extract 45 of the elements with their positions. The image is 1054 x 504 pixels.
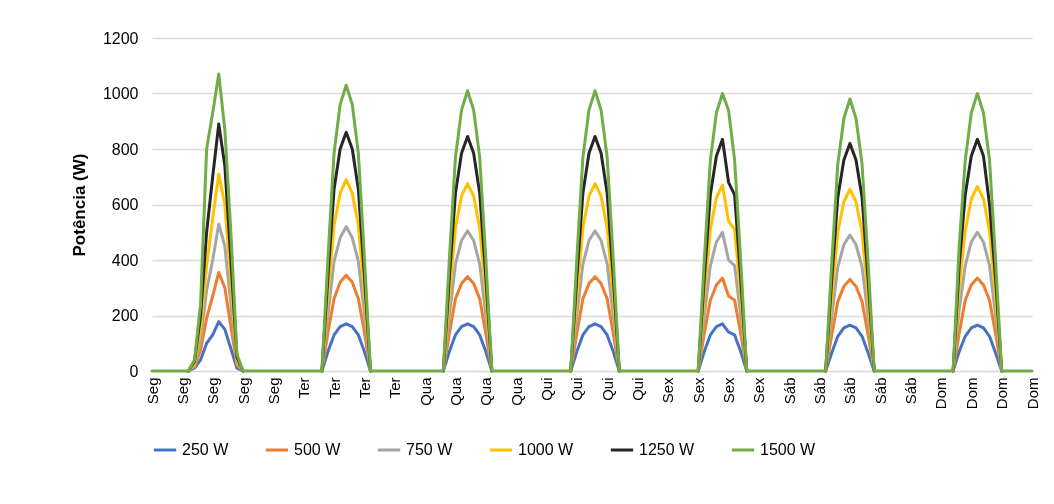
legend-label: 250 W bbox=[182, 441, 230, 458]
x-tick-label: Qui bbox=[537, 377, 555, 401]
x-tick-label: Qua bbox=[416, 376, 434, 406]
x-tick-label: Sáb bbox=[902, 377, 920, 405]
x-tick-label: Qua bbox=[507, 376, 525, 406]
x-tick-label: Dom bbox=[1023, 377, 1041, 410]
x-tick-label: Dom bbox=[993, 377, 1011, 410]
x-tick-label: Sáb bbox=[841, 377, 859, 405]
y-tick-label: 1200 bbox=[102, 29, 139, 47]
legend-label: 1000 W bbox=[518, 441, 575, 458]
x-tick-label: Seg bbox=[173, 377, 191, 405]
x-tick-label: Sex bbox=[720, 377, 738, 404]
x-tick-label: Sáb bbox=[871, 377, 889, 405]
x-tick-label: Sex bbox=[750, 377, 768, 404]
x-tick-label: Qui bbox=[629, 377, 647, 401]
y-axis-title: Potência (W) bbox=[69, 153, 89, 257]
x-tick-label: Seg bbox=[143, 377, 161, 405]
x-tick-label: Qui bbox=[598, 377, 616, 401]
x-tick-label: Qua bbox=[446, 376, 464, 406]
x-tick-label: Dom bbox=[932, 377, 950, 410]
x-tick-label: Seg bbox=[264, 377, 282, 405]
x-tick-label: Seg bbox=[234, 377, 252, 405]
y-tick-label: 400 bbox=[111, 251, 139, 269]
x-tick-label: Sáb bbox=[811, 377, 829, 405]
x-tick-label: Ter bbox=[386, 377, 404, 399]
x-tick-label: Ter bbox=[325, 377, 343, 399]
x-tick-label: Sex bbox=[689, 377, 707, 404]
y-tick-label: 0 bbox=[129, 362, 139, 380]
x-tick-label: Seg bbox=[204, 377, 222, 405]
y-tick-label: 800 bbox=[111, 140, 139, 158]
x-tick-label: Sex bbox=[659, 377, 677, 404]
x-tick-label: Qui bbox=[568, 377, 586, 401]
legend-label: 1500 W bbox=[760, 441, 817, 458]
y-tick-label: 1000 bbox=[102, 85, 139, 102]
x-tick-label: Qua bbox=[477, 376, 495, 406]
y-tick-label: 600 bbox=[111, 196, 139, 213]
y-tick-label: 200 bbox=[111, 307, 139, 324]
line-series bbox=[150, 72, 1034, 373]
legend-label: 1250 W bbox=[639, 441, 696, 458]
legend-label: 500 W bbox=[294, 441, 342, 458]
x-tick-label: Ter bbox=[355, 377, 373, 399]
x-tick-label: Ter bbox=[295, 377, 313, 399]
legend-label: 750 W bbox=[406, 441, 454, 458]
x-tick-label: Dom bbox=[962, 377, 980, 410]
x-tick-label: Sáb bbox=[780, 377, 798, 405]
